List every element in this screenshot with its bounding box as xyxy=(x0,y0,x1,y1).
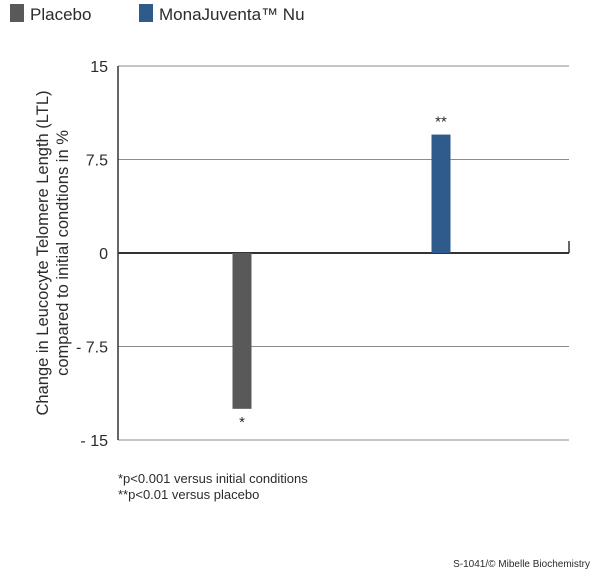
y-tick-label: 0 xyxy=(99,246,108,263)
y-tick-label: - 15 xyxy=(80,433,108,450)
footnote-2: **p<0.01 versus placebo xyxy=(118,487,259,502)
y-axis-title-line-2: compared to initial condtions in % xyxy=(54,130,72,376)
legend-label-placebo: Placebo xyxy=(30,5,91,24)
significance-marker-monajuventa: ** xyxy=(435,114,447,131)
legend-swatch-monajuventa xyxy=(139,4,153,22)
significance-marker-placebo: * xyxy=(239,414,245,431)
footnote-1: *p<0.001 versus initial conditions xyxy=(118,471,308,486)
legend-label-monajuventa: MonaJuventa™ Nu xyxy=(159,5,305,24)
legend-swatch-placebo xyxy=(10,4,24,22)
bar-monajuventa xyxy=(431,134,451,253)
credit-text: S-1041/© Mibelle Biochemistry xyxy=(453,559,590,570)
y-tick-label: - 7.5 xyxy=(76,340,108,357)
y-axis-title-line-1: Change in Leucocyte Telomere Length (LTL… xyxy=(34,90,52,415)
y-tick-label: 15 xyxy=(90,59,108,76)
y-tick-label: 7.5 xyxy=(86,153,108,170)
bar-placebo xyxy=(232,253,252,409)
